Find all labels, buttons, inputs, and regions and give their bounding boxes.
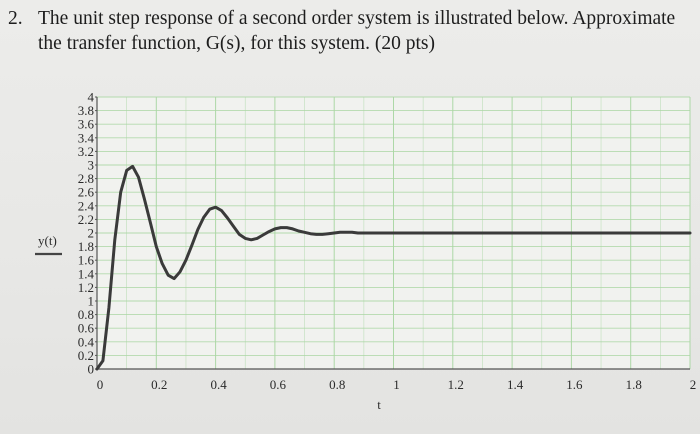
question-number: 2. <box>8 8 23 29</box>
question-line-2: the transfer function, G(s), for this sy… <box>38 33 435 54</box>
x-tick-label: 1.6 <box>566 377 583 392</box>
y-tick-label: 0 <box>88 362 95 377</box>
chart-series <box>95 164 692 371</box>
y-tick-label: 0.8 <box>78 307 94 322</box>
y-tick-label: 2.8 <box>78 171 94 186</box>
y-tick-label: 3.6 <box>78 117 95 132</box>
y-tick-label: 4 <box>88 90 95 105</box>
y-tick-label: 1.6 <box>78 253 95 268</box>
question-text: 2. The unit step response of a second ord… <box>8 6 688 56</box>
y-tick-label: 0.2 <box>78 348 94 363</box>
y-tick-label: 3.8 <box>78 103 94 118</box>
y-tick-label: 1.2 <box>78 280 94 295</box>
x-axis-label: t <box>377 397 381 412</box>
x-tick-label: 0 <box>97 377 104 392</box>
y-tick-label: 2.2 <box>78 212 94 227</box>
x-tick-label: 0.8 <box>329 377 345 392</box>
y-tick-label: 3.4 <box>78 130 95 145</box>
y-axis-label: y(t) <box>38 233 57 248</box>
y-tick-label: 0.4 <box>78 334 95 349</box>
chart-tick-labels: 00.20.40.60.811.21.41.61.822.22.42.62.83… <box>78 90 697 393</box>
x-tick-label: 1.8 <box>626 377 642 392</box>
y-tick-label: 3 <box>88 158 95 173</box>
x-tick-label: 0.2 <box>151 377 167 392</box>
y-tick-label: 1.4 <box>78 266 95 281</box>
chart-axis-labels: y(t) t <box>35 233 381 412</box>
y-tick-label: 2.6 <box>78 185 95 200</box>
y-tick-label: 1 <box>88 294 95 309</box>
y-tick-label: 2.4 <box>78 198 95 213</box>
question-line-1: 2. The unit step response of a second ord… <box>8 6 688 31</box>
x-tick-label: 1 <box>393 377 400 392</box>
x-tick-label: 2 <box>690 377 697 392</box>
x-tick-label: 0.6 <box>270 377 287 392</box>
y-tick-label: 3.2 <box>78 144 94 159</box>
x-tick-label: 0.4 <box>210 377 227 392</box>
question-line-1-text: The unit step response of a second order… <box>38 8 676 29</box>
x-tick-label: 1.4 <box>507 377 524 392</box>
y-tick-label: 0.6 <box>78 321 95 336</box>
y-tick-label: 2 <box>88 226 95 241</box>
x-tick-label: 1.2 <box>448 377 464 392</box>
step-response-line <box>95 164 692 371</box>
y-tick-label: 1.8 <box>78 239 94 254</box>
